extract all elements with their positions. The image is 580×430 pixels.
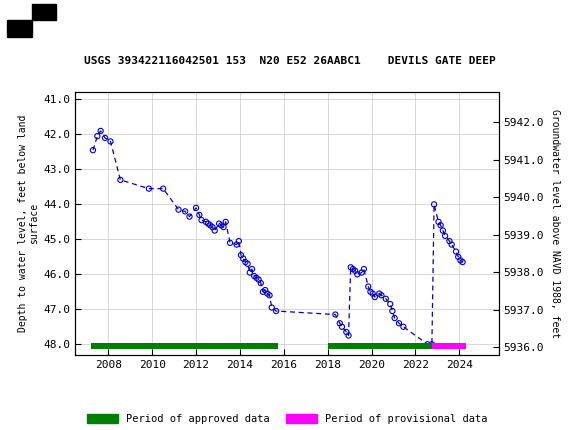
Point: [174, 206, 183, 213]
Point: [106, 138, 115, 145]
Point: [375, 290, 384, 297]
Y-axis label: Depth to water level, feet below land
surface: Depth to water level, feet below land su…: [18, 115, 39, 332]
Point: [195, 212, 204, 218]
Point: [440, 232, 450, 239]
Point: [215, 220, 224, 227]
Point: [434, 218, 443, 225]
Point: [346, 264, 356, 271]
Point: [423, 341, 432, 348]
Point: [331, 311, 340, 318]
Point: [353, 271, 362, 278]
Point: [267, 304, 277, 311]
FancyBboxPatch shape: [7, 20, 32, 37]
Point: [350, 267, 360, 274]
FancyBboxPatch shape: [32, 4, 56, 20]
Point: [158, 185, 168, 192]
Point: [364, 283, 373, 290]
Point: [232, 241, 241, 248]
Point: [191, 204, 201, 211]
Point: [394, 320, 404, 327]
Point: [93, 133, 102, 140]
Point: [252, 274, 261, 281]
Y-axis label: Groundwater level above NAVD 1988, feet: Groundwater level above NAVD 1988, feet: [550, 109, 560, 338]
Legend: Period of approved data, Period of provisional data: Period of approved data, Period of provi…: [82, 410, 492, 428]
Point: [368, 290, 378, 297]
Point: [234, 238, 244, 245]
Point: [451, 248, 461, 255]
Point: [271, 307, 281, 314]
Point: [344, 332, 353, 339]
Point: [454, 253, 463, 260]
Point: [247, 266, 256, 273]
Point: [335, 320, 345, 327]
Point: [241, 258, 250, 265]
Point: [377, 292, 386, 299]
Point: [398, 323, 408, 330]
Point: [116, 176, 125, 183]
Point: [217, 222, 226, 229]
Point: [438, 227, 448, 234]
Point: [221, 218, 230, 225]
Point: [265, 292, 274, 299]
Point: [386, 301, 395, 307]
Point: [208, 224, 217, 230]
Point: [366, 289, 375, 295]
Point: [185, 213, 194, 220]
Point: [219, 224, 228, 230]
Point: [348, 266, 357, 273]
Point: [256, 280, 266, 286]
Point: [226, 240, 235, 246]
Bar: [90, 343, 278, 349]
Point: [388, 307, 397, 314]
Point: [258, 289, 267, 295]
Point: [357, 269, 367, 276]
Point: [370, 294, 379, 301]
Point: [204, 220, 213, 227]
Point: [436, 222, 445, 229]
Point: [254, 276, 263, 283]
Point: [359, 266, 368, 273]
Text: USGS: USGS: [67, 12, 122, 29]
FancyBboxPatch shape: [7, 4, 56, 37]
Bar: [432, 343, 466, 349]
Point: [260, 287, 270, 294]
Point: [96, 127, 105, 134]
Point: [381, 295, 390, 302]
Point: [245, 269, 255, 276]
Point: [445, 238, 454, 245]
Point: [456, 257, 465, 264]
Point: [180, 208, 190, 215]
Point: [429, 201, 438, 208]
Point: [100, 135, 110, 141]
Point: [243, 261, 252, 267]
Point: [237, 252, 246, 258]
Point: [390, 315, 399, 322]
Point: [206, 222, 215, 229]
Point: [197, 217, 206, 224]
Point: [427, 341, 437, 348]
Text: USGS 393422116042501 153  N20 E52 26AABC1    DEVILS GATE DEEP: USGS 393422116042501 153 N20 E52 26AABC1…: [84, 56, 496, 66]
Point: [238, 255, 248, 262]
Point: [342, 329, 351, 335]
Point: [249, 273, 259, 280]
Point: [338, 323, 347, 330]
Point: [263, 290, 272, 297]
Point: [210, 227, 219, 234]
Point: [458, 258, 467, 265]
Point: [88, 147, 97, 154]
Point: [144, 185, 154, 192]
Point: [201, 218, 211, 225]
Point: [447, 241, 456, 248]
Bar: [328, 343, 432, 349]
